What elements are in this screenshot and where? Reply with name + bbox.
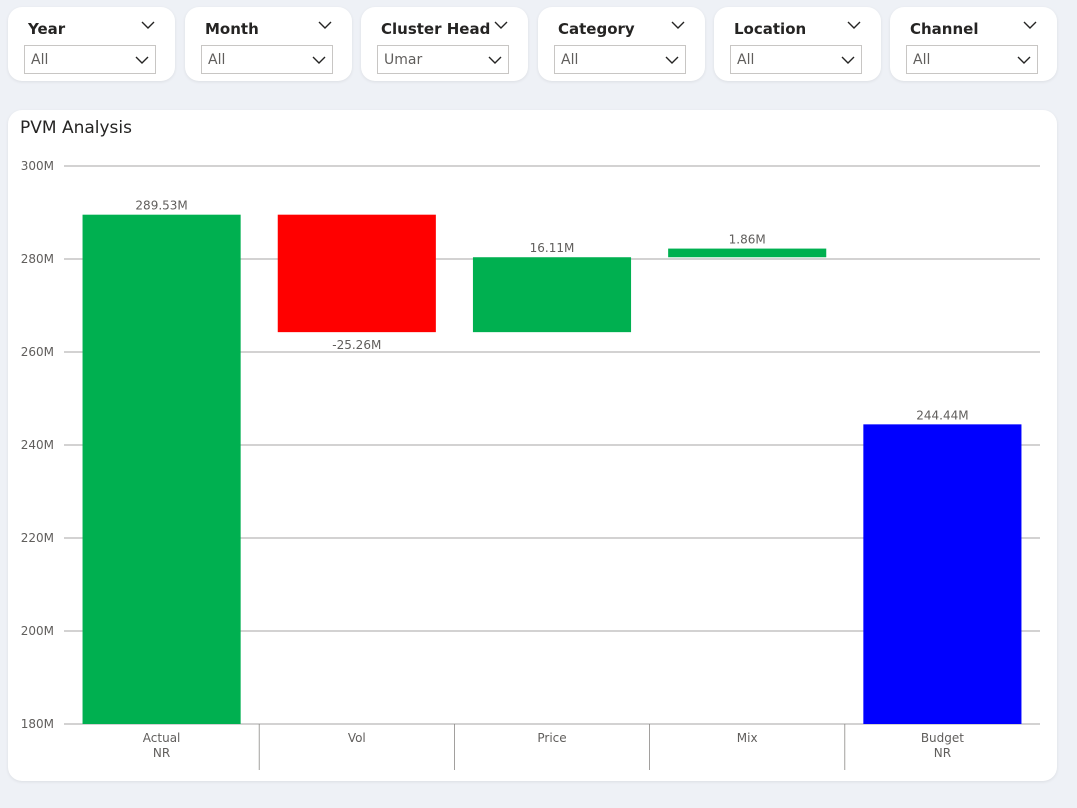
data-label: 289.53M xyxy=(135,199,187,213)
waterfall-bar xyxy=(472,257,632,333)
channel-dropdown[interactable]: All xyxy=(906,45,1038,74)
slicer-cluster-head: Cluster Head Umar xyxy=(361,7,528,81)
slicer-location: Location All xyxy=(714,7,881,81)
y-tick-label: 260M xyxy=(21,345,54,359)
chevron-down-icon[interactable] xyxy=(494,21,508,30)
chevron-down-icon xyxy=(665,56,679,64)
x-tick-label: Price xyxy=(537,731,566,745)
y-tick-label: 220M xyxy=(21,531,54,545)
slicer-value: All xyxy=(31,52,49,68)
slicer-title: Location xyxy=(734,20,807,38)
slicer-value: All xyxy=(561,52,579,68)
slicer-value: All xyxy=(913,52,931,68)
chevron-down-icon[interactable] xyxy=(847,21,861,30)
waterfall-bar xyxy=(668,248,827,258)
y-tick-label: 180M xyxy=(21,717,54,731)
chevron-down-icon xyxy=(488,56,502,64)
data-label: 1.86M xyxy=(729,233,766,247)
x-tick-label: NR xyxy=(934,746,951,760)
slicer-value: All xyxy=(208,52,226,68)
waterfall-chart: 180M 200M 220M 240M 260M 280M 300M 289.53M Actua… xyxy=(21,159,1040,770)
slicer-title: Cluster Head xyxy=(381,20,491,38)
year-dropdown[interactable]: All xyxy=(24,45,156,74)
slicer-title: Year xyxy=(28,20,66,38)
slicer-title: Channel xyxy=(910,20,979,38)
x-tick-label: Vol xyxy=(348,731,366,745)
waterfall-bar xyxy=(82,214,241,725)
y-tick-label: 200M xyxy=(21,624,54,638)
chevron-down-icon xyxy=(1017,56,1031,64)
category-dropdown[interactable]: All xyxy=(554,45,686,74)
slicer-category: Category All xyxy=(538,7,705,81)
y-tick-label: 280M xyxy=(21,252,54,266)
y-tick-label: 300M xyxy=(21,159,54,173)
pvm-chart-card: PVM Analysis 180M 200M 220M 240M 260M 280M 300… xyxy=(8,110,1057,781)
slicer-value: Umar xyxy=(384,52,423,68)
slicer-year: Year All xyxy=(8,7,175,81)
location-dropdown[interactable]: All xyxy=(730,45,862,74)
x-tick-label: NR xyxy=(153,746,170,760)
chevron-down-icon[interactable] xyxy=(1023,21,1037,30)
chevron-down-icon[interactable] xyxy=(318,21,332,30)
x-tick-label: Budget xyxy=(921,731,964,745)
data-label: 16.11M xyxy=(530,241,575,255)
x-tick-label: Mix xyxy=(737,731,758,745)
chevron-down-icon xyxy=(312,56,326,64)
cluster-head-dropdown[interactable]: Umar xyxy=(377,45,509,74)
chevron-down-icon xyxy=(135,56,149,64)
slicer-channel: Channel All xyxy=(890,7,1057,81)
chevron-down-icon[interactable] xyxy=(671,21,685,30)
month-dropdown[interactable]: All xyxy=(201,45,333,74)
slicer-month: Month All xyxy=(185,7,352,81)
data-label: 244.44M xyxy=(916,408,968,422)
slicer-value: All xyxy=(737,52,755,68)
y-tick-label: 240M xyxy=(21,438,54,452)
chart-title: PVM Analysis xyxy=(20,118,132,138)
slicer-title: Category xyxy=(558,20,635,38)
waterfall-bar xyxy=(277,214,436,333)
slicer-title: Month xyxy=(205,20,259,38)
waterfall-bar xyxy=(863,424,1022,724)
x-tick-label: Actual xyxy=(143,731,181,745)
data-label: -25.26M xyxy=(332,338,381,352)
chevron-down-icon[interactable] xyxy=(141,21,155,30)
chevron-down-icon xyxy=(841,56,855,64)
